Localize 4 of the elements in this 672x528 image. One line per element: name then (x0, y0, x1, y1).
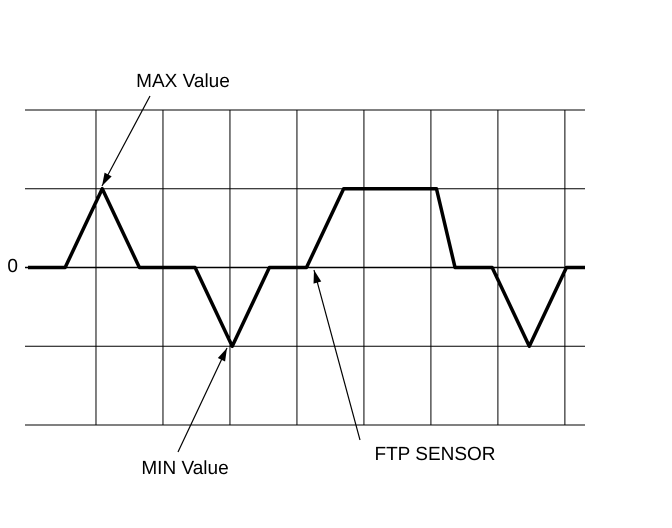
text: MAX Value (136, 71, 230, 92)
text: FTP SENSOR (374, 444, 496, 465)
text: MIN Value (141, 458, 229, 479)
text: 0 (7, 256, 18, 278)
